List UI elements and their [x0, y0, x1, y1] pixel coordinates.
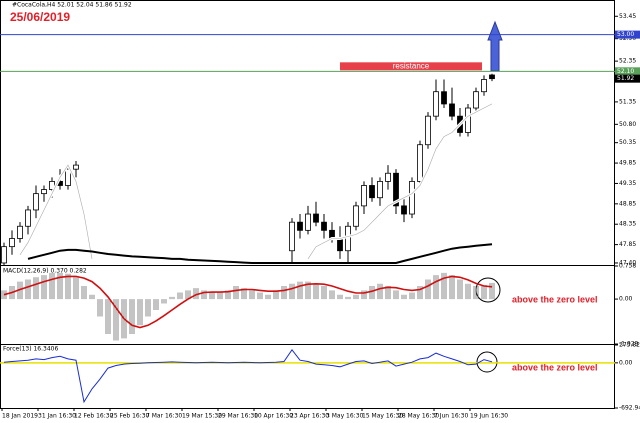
- y-tick-label: 0.758: [619, 263, 636, 270]
- y-tick-label: 53.45: [619, 13, 636, 20]
- y-tick-label: 52.90: [619, 35, 636, 42]
- candle-body: [313, 213, 319, 223]
- x-tick-label: 28 May 16:30: [398, 413, 439, 420]
- level-label: 52.10: [617, 68, 634, 75]
- candle-body: [417, 144, 423, 182]
- highlight-circle: [476, 351, 498, 373]
- price-label: 51.92: [617, 75, 634, 82]
- x-tick-label: 31 Jan 16:30: [38, 413, 76, 420]
- candle-body: [289, 221, 295, 252]
- x-tick-label: 12 Feb 16:30: [74, 413, 114, 420]
- level-tag: [615, 30, 640, 39]
- macd-pane: [1, 272, 495, 341]
- force-line: [3, 348, 493, 404]
- y-tick-label: -1.029: [619, 341, 639, 348]
- candle-body: [409, 181, 415, 215]
- y-tick-label: 51.35: [619, 98, 636, 105]
- level-label: 53.00: [617, 31, 634, 38]
- x-tick-label: 29 Mar 16:30: [218, 413, 258, 420]
- level-tag: [615, 67, 640, 76]
- candle-body: [377, 181, 383, 199]
- y-tick-label: 0.00: [619, 296, 633, 303]
- annotation: above the zero level: [512, 362, 598, 372]
- candle-body: [337, 238, 343, 252]
- x-tick-label: 7 Mar 16:30: [146, 413, 182, 420]
- candle-body: [65, 168, 71, 186]
- candle-body: [17, 225, 23, 239]
- y-tick-label: 273.8296: [619, 342, 640, 349]
- ma-slow: [27, 243, 493, 264]
- x-tick-label: 19 Mar 15:30: [182, 413, 222, 420]
- x-tick-label: 25 Feb 16:30: [110, 413, 150, 420]
- candle-body: [465, 107, 471, 133]
- x-tick-label: 3 May 16:30: [326, 413, 364, 420]
- candle-body: [369, 185, 375, 199]
- candle-body: [441, 91, 447, 105]
- x-tick-label: 7 Jun 16:30: [434, 413, 468, 420]
- candle-body: [481, 79, 487, 93]
- candle-body: [393, 172, 399, 207]
- candle-body: [305, 213, 311, 231]
- y-tick-label: -692.943: [619, 405, 640, 412]
- y-tick-label: 47.40: [619, 259, 636, 266]
- candle-body: [25, 209, 31, 227]
- y-tick-label: 48.85: [619, 200, 636, 207]
- y-tick-label: 0.00: [619, 359, 633, 366]
- candle-body: [433, 91, 439, 117]
- resistance-box: [340, 62, 482, 71]
- x-tick-label: 23 Apr 16:30: [290, 413, 329, 420]
- macd-label: MACD(12,26,9) 0.370 0.282: [3, 268, 87, 275]
- candle-body: [9, 238, 15, 248]
- annotation: above the zero level: [512, 294, 598, 304]
- y-tick-label: 49.35: [619, 180, 636, 187]
- x-tick-label: 18 Jan 2019: [2, 413, 38, 420]
- y-tick-label: 49.85: [619, 160, 636, 167]
- resistance-label: resistance: [393, 61, 430, 70]
- macd-signal: [3, 275, 493, 329]
- candle-body: [73, 164, 79, 170]
- candle-body: [401, 205, 407, 215]
- candle-body: [321, 221, 327, 231]
- y-tick-label: 47.85: [619, 241, 636, 248]
- candle-body: [489, 74, 495, 80]
- plot-frame: [0, 0, 615, 409]
- date-label: 25/06/2019: [10, 10, 70, 24]
- ma-fast-edge: [19, 103, 493, 260]
- candle-body: [473, 91, 479, 109]
- force-label: Force(13) 16.3406: [3, 346, 58, 353]
- chart-title: #CocaCola,H4 52.01 52.04 51.86 51.92: [12, 2, 132, 9]
- price-tag: [615, 74, 640, 83]
- candle-body: [361, 185, 367, 207]
- x-tick-label: 10 Apr 16:30: [254, 413, 293, 420]
- candle-body: [425, 115, 431, 146]
- candle-body: [297, 221, 303, 231]
- y-tick-label: 50.35: [619, 139, 636, 146]
- candle-body: [353, 205, 359, 227]
- price-pane: [0, 34, 615, 265]
- force-pane: [0, 348, 615, 404]
- candle-body: [345, 225, 351, 252]
- y-tick-label: 52.35: [619, 58, 636, 65]
- candle-body: [41, 189, 47, 195]
- candle-body: [33, 193, 39, 211]
- y-tick-label: 50.80: [619, 121, 636, 128]
- y-tick-label: 48.35: [619, 221, 636, 228]
- candle-body: [385, 172, 391, 182]
- x-tick-label: 19 Jun 16:30: [470, 413, 508, 420]
- x-tick-label: 15 May 16:30: [362, 413, 403, 420]
- candle-body: [449, 103, 455, 117]
- candle-body: [1, 246, 7, 264]
